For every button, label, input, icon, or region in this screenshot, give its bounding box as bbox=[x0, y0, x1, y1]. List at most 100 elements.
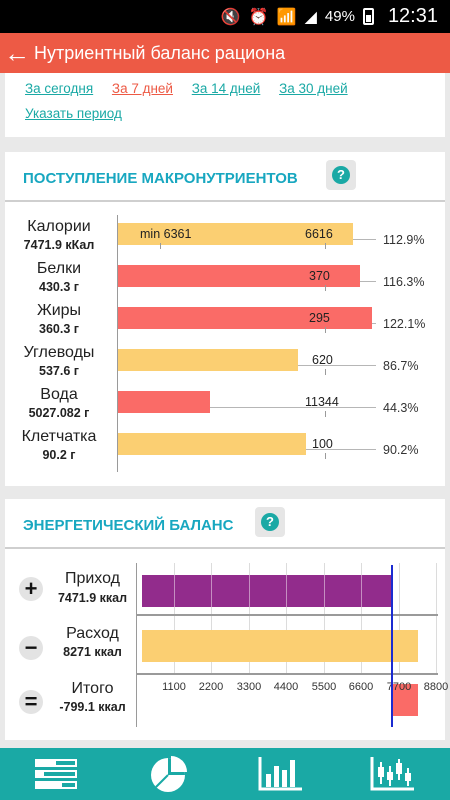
back-arrow-icon[interactable]: ← bbox=[4, 38, 30, 68]
macro-bar bbox=[118, 433, 306, 455]
macro-tick bbox=[325, 369, 326, 375]
energy-tick-label: 4400 bbox=[273, 681, 299, 693]
period-30-days-link[interactable]: За 30 дней bbox=[279, 81, 348, 96]
energy-bar-segment bbox=[249, 575, 250, 607]
app-bar: ← Нутриентный баланс рациона bbox=[0, 33, 450, 73]
macro-norm-label: 11344 bbox=[305, 395, 339, 409]
macronutrients-header: ПОСТУПЛЕНИЕ МАКРОНУТРИЕНТОВ ? bbox=[5, 152, 445, 202]
energy-title: ЭНЕРГЕТИЧЕСКИЙ БАЛАНС bbox=[23, 517, 234, 534]
energy-gridline bbox=[399, 563, 400, 675]
macro-name: Вода bbox=[40, 386, 78, 403]
energy-gridline bbox=[361, 563, 362, 675]
signal-icon: ◢ bbox=[304, 8, 317, 26]
clock: 12:31 bbox=[387, 5, 438, 27]
energy-intake-line bbox=[391, 565, 393, 727]
battery-icon bbox=[362, 8, 374, 25]
macro-bar bbox=[118, 223, 353, 245]
macro-percent: 90.2% bbox=[383, 443, 419, 457]
macro-tick bbox=[160, 243, 161, 249]
macro-tick bbox=[325, 453, 326, 459]
energy-bar-expense bbox=[142, 630, 418, 662]
energy-bar-intake bbox=[142, 575, 391, 607]
period-today-link[interactable]: За сегодня bbox=[25, 81, 94, 96]
macro-percent: 86.7% bbox=[383, 359, 419, 373]
macro-norm-label: 100 bbox=[312, 437, 333, 451]
macro-axis bbox=[117, 215, 118, 472]
energy-row-name: Итого bbox=[71, 680, 114, 697]
energy-bar-segment bbox=[211, 575, 212, 607]
macronutrients-help-button[interactable]: ? bbox=[326, 160, 356, 190]
energy-axis bbox=[136, 563, 137, 727]
macro-bar bbox=[118, 307, 372, 329]
macro-row-calories: Калории 7471.9 кКал min 6361 6616 112.9% bbox=[5, 218, 445, 260]
macro-percent: 116.3% bbox=[383, 275, 425, 289]
nav-list-bars[interactable] bbox=[0, 748, 112, 800]
custom-period-link[interactable]: Указать период bbox=[25, 106, 122, 121]
energy-separator bbox=[136, 673, 438, 675]
energy-gridline bbox=[324, 563, 325, 675]
macro-norm-label: 295 bbox=[309, 311, 330, 325]
macro-name: Калории bbox=[27, 218, 91, 235]
macro-bar bbox=[118, 265, 360, 287]
energy-gridline bbox=[174, 563, 175, 675]
energy-bar-segment bbox=[361, 575, 362, 607]
nav-pie-chart[interactable] bbox=[112, 748, 224, 800]
period-14-days-link[interactable]: За 14 дней bbox=[191, 81, 261, 96]
energy-gridline bbox=[211, 563, 212, 675]
macro-row-fats: Жиры 360.3 г 295 122.1% bbox=[5, 302, 445, 344]
macro-name: Клетчатка bbox=[21, 428, 97, 445]
energy-row-value: 7471.9 ккал bbox=[57, 591, 128, 605]
energy-tick-label: 6600 bbox=[348, 681, 374, 693]
energy-row-value: 8271 ккал bbox=[63, 645, 122, 659]
battery-percent: 49% bbox=[324, 8, 355, 25]
macro-norm-label: 6616 bbox=[305, 227, 333, 241]
macro-value: 5027.082 г bbox=[28, 406, 90, 420]
macro-percent: 112.9% bbox=[383, 233, 425, 247]
macro-min-label: min 6361 bbox=[140, 227, 192, 241]
energy-tick-label: 5500 bbox=[311, 681, 337, 693]
macro-value: 360.3 г bbox=[39, 322, 79, 336]
energy-row-name: Приход bbox=[64, 570, 121, 587]
energy-separator bbox=[136, 614, 438, 616]
energy-row-name: Расход bbox=[66, 625, 119, 642]
period-card: За сегодня За 7 дней За 14 дней За 30 дн… bbox=[5, 73, 445, 137]
energy-help-button[interactable]: ? bbox=[255, 507, 285, 537]
macro-name: Углеводы bbox=[23, 344, 95, 361]
energy-gridline bbox=[249, 563, 250, 675]
period-7-days-link[interactable]: За 7 дней bbox=[111, 81, 173, 96]
energy-tick-label: 3300 bbox=[236, 681, 262, 693]
energy-balance-card: ЭНЕРГЕТИЧЕСКИЙ БАЛАНС ? + Приход 7471.9 … bbox=[5, 499, 449, 740]
energy-tick-label: 8800 bbox=[423, 681, 449, 693]
macro-tick bbox=[325, 243, 326, 249]
subtract-expense-button[interactable]: − bbox=[19, 636, 43, 660]
nav-bar-chart[interactable] bbox=[224, 748, 336, 800]
macro-percent: 122.1% bbox=[383, 317, 426, 331]
energy-bar-segment bbox=[324, 575, 325, 607]
macro-norm-label: 620 bbox=[312, 353, 333, 367]
macro-row-water: Вода 5027.082 г 11344 44.3% bbox=[5, 386, 445, 428]
macro-norm-label: 370 bbox=[309, 269, 330, 283]
macro-value: 537.6 г bbox=[39, 364, 79, 378]
period-links: За сегодня За 7 дней За 14 дней За 30 дн… bbox=[25, 81, 363, 96]
macro-row-fiber: Клетчатка 90.2 г 100 90.2% bbox=[5, 428, 445, 470]
bar-chart-icon bbox=[258, 757, 302, 791]
macro-tick bbox=[325, 327, 326, 333]
list-bars-icon bbox=[35, 759, 77, 789]
energy-bar-total bbox=[391, 684, 418, 716]
macro-name: Жиры bbox=[36, 302, 82, 319]
mute-icon: 🔇 bbox=[220, 8, 241, 26]
wifi-icon: 📶 bbox=[276, 8, 297, 26]
bottom-nav bbox=[0, 748, 450, 800]
pie-chart-icon bbox=[151, 756, 187, 792]
macro-value: 430.3 г bbox=[39, 280, 79, 294]
status-right: 🔇 ⏰ 📶 ◢ 49% 12:31 bbox=[221, 0, 438, 33]
alarm-icon: ⏰ bbox=[248, 8, 269, 26]
macro-tick bbox=[325, 411, 326, 417]
macro-percent: 44.3% bbox=[383, 401, 419, 415]
add-intake-button[interactable]: + bbox=[19, 577, 43, 601]
total-button[interactable]: = bbox=[19, 690, 43, 714]
energy-gridline bbox=[436, 563, 437, 675]
energy-tick-label: 1100 bbox=[162, 681, 186, 693]
energy-header: ЭНЕРГЕТИЧЕСКИЙ БАЛАНС ? bbox=[5, 499, 445, 549]
nav-candlestick-chart[interactable] bbox=[336, 748, 448, 800]
